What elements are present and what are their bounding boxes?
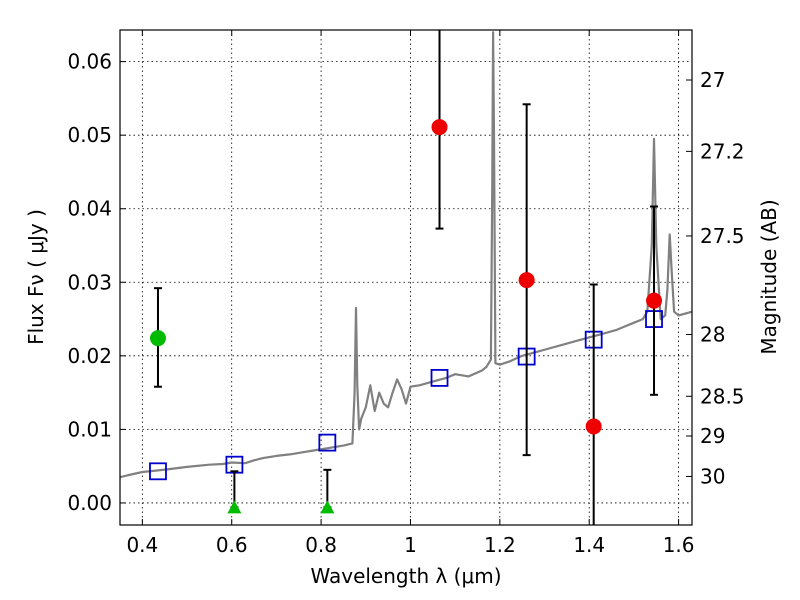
upper-limit-triangle: [227, 500, 242, 514]
grid: [120, 30, 692, 525]
plot-frame: [119, 29, 693, 526]
x-tick-label: 0.4: [126, 533, 158, 557]
y-tick-label: 0.02: [67, 344, 112, 368]
y-tick-label: 0.06: [67, 50, 112, 74]
x-tick-label: 1.4: [573, 533, 605, 557]
mag-tick-label: 28: [700, 323, 725, 347]
x-tick-label: 1.6: [663, 533, 695, 557]
y-tick-label: 0.04: [67, 197, 112, 221]
spectrum-layer: [120, 31, 692, 479]
x-tick-label: 1: [404, 533, 417, 557]
y-tick-label: 0.01: [67, 417, 112, 441]
y-tick-label: 0.00: [67, 491, 112, 515]
mag-tick-label: 28.5: [700, 384, 745, 408]
y-axis-label: Flux Fν ( μJy ): [24, 209, 48, 345]
model-photometry-point: [225, 455, 244, 474]
red-data-point: [518, 272, 535, 289]
mag-tick-label: 27.5: [700, 224, 745, 248]
green-data-point: [149, 330, 166, 347]
right-axis-label: Magnitude (AB): [757, 199, 781, 354]
model-photometry-point: [430, 368, 449, 387]
x-tick-label: 0.6: [216, 533, 248, 557]
x-tick-label: 1.2: [484, 533, 516, 557]
red-data-point: [585, 418, 602, 435]
y-tick-label: 0.03: [67, 270, 112, 294]
mag-tick-label: 27.2: [700, 139, 745, 163]
spectrum-line: [120, 31, 692, 479]
ticks-layer: 0.4 0.6 0.8 1 1.2 1.4 1.6 0.00 0.01 0.02 0.03 0.04 0…: [67, 30, 745, 557]
model-photometry-point: [149, 462, 167, 481]
red-data-point: [646, 292, 663, 309]
mag-tick-label: 27: [700, 68, 725, 92]
red-data-point: [431, 119, 448, 136]
x-tick-label: 0.8: [305, 533, 337, 557]
mag-tick-label: 29: [700, 424, 725, 448]
upper-limit-triangle: [320, 500, 335, 514]
x-axis-label: Wavelength λ (μm): [310, 564, 501, 588]
mag-tick-label: 30: [700, 464, 725, 488]
model-photometry-point: [318, 433, 337, 452]
marks-layer: [149, 30, 663, 525]
y-tick-label: 0.05: [67, 123, 112, 147]
